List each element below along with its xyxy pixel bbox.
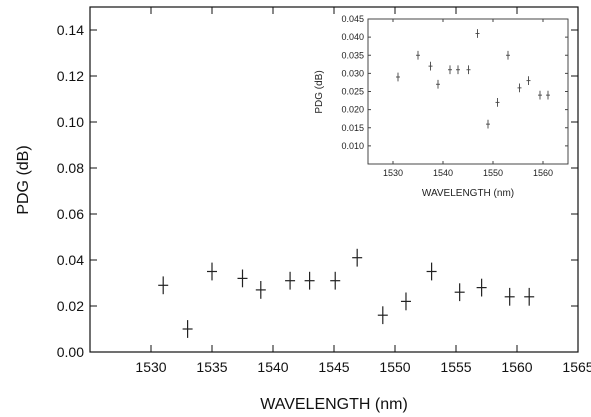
inset-data-point [466, 65, 471, 75]
inset-y-tick-label: 0.035 [341, 50, 364, 60]
inset-data-point [546, 90, 550, 100]
main-x-tick-label: 1530 [135, 359, 166, 375]
inset-data-point [538, 90, 542, 100]
inset-x-tick-label: 1550 [483, 168, 503, 178]
inset-y-tick-label: 0.025 [341, 87, 364, 97]
inset-data-point [436, 79, 440, 89]
inset-data-point [448, 65, 452, 75]
main-y-tick-label: 0.06 [57, 206, 84, 222]
inset-data-points [396, 29, 550, 129]
inset-data-point [526, 76, 531, 86]
main-data-point [237, 269, 248, 288]
main-data-point [504, 287, 515, 306]
inset-y-tick-label: 0.040 [341, 32, 364, 42]
inset-y-tick-label: 0.030 [341, 68, 364, 78]
main-x-axis-title: WAVELENGTH (nm) [260, 396, 408, 413]
inset-x-axis-title: WAVELENGTH (nm) [422, 188, 514, 199]
main-x-tick-label: 1565 [562, 359, 591, 375]
main-x-axis: 1530 1535 1540 1545 1550 1555 1560 1565 [135, 7, 591, 375]
inset-y-tick-label: 0.020 [341, 105, 364, 115]
main-y-tick-label: 0.04 [57, 252, 84, 268]
main-y-tick-label: 0.12 [57, 68, 84, 84]
main-y-tick-label: 0.00 [57, 344, 84, 360]
main-y-tick-label: 0.02 [57, 298, 84, 314]
main-data-point [524, 287, 535, 306]
main-y-axis-title: PDG (dB) [15, 145, 32, 214]
inset-data-point [486, 119, 490, 129]
main-data-point [330, 271, 341, 290]
inset-y-axis: 0.010 0.015 0.020 0.025 0.030 0.035 0.040 0.045 [341, 14, 568, 151]
inset-data-point [517, 83, 522, 93]
inset-x-axis: 1530 1540 1550 1560 [383, 19, 553, 178]
main-data-points [158, 248, 535, 338]
inset-plot: 1530 1540 1550 1560 0.0100.0150.0200.0250.0… [314, 14, 569, 199]
main-data-point [304, 271, 315, 290]
main-x-tick-label: 1535 [196, 359, 227, 375]
inset-x-tick-label: 1530 [383, 168, 403, 178]
main-data-point [285, 271, 296, 290]
main-x-tick-label: 1560 [501, 359, 532, 375]
main-y-tick-label: 0.14 [57, 22, 84, 38]
inset-y-tick-label: 0.045 [341, 14, 364, 24]
inset-x-tick-label: 1540 [433, 168, 453, 178]
inset-y-axis-title: PDG (dB) [314, 70, 325, 113]
main-data-point [352, 248, 363, 267]
inset-data-point [475, 29, 480, 38]
main-data-point [255, 281, 266, 299]
main-x-tick-label: 1540 [257, 359, 288, 375]
inset-y-tick-label: 0.010 [341, 141, 364, 151]
inset-data-point [456, 65, 460, 75]
main-x-tick-label: 1555 [440, 359, 471, 375]
main-data-point [426, 262, 437, 281]
inset-y-tick-label: 0.015 [341, 123, 364, 133]
main-data-point [476, 278, 487, 297]
inset-data-point [506, 50, 510, 60]
inset-x-tick-label: 1560 [533, 168, 553, 178]
main-data-point [158, 276, 169, 295]
main-x-tick-label: 1545 [318, 359, 349, 375]
main-y-tick-label: 0.08 [57, 160, 84, 176]
main-y-axis: 0.00 0.02 0.04 0.06 0.08 0.10 0.12 0.14 [57, 22, 578, 360]
main-data-point [207, 262, 217, 281]
main-data-point [454, 283, 465, 302]
inset-background [368, 19, 568, 164]
main-x-tick-label: 1550 [379, 359, 410, 375]
main-data-point [400, 292, 411, 311]
inset-data-point [428, 61, 433, 71]
main-y-tick-label: 0.10 [57, 114, 84, 130]
main-plot: 1530 1535 1540 1545 1550 1555 1560 1565 0.000.0… [15, 6, 591, 413]
inset-data-point [416, 50, 420, 60]
inset-data-point [396, 72, 400, 82]
main-data-point [377, 306, 388, 325]
main-data-point [182, 320, 193, 338]
inset-data-point [495, 97, 500, 107]
